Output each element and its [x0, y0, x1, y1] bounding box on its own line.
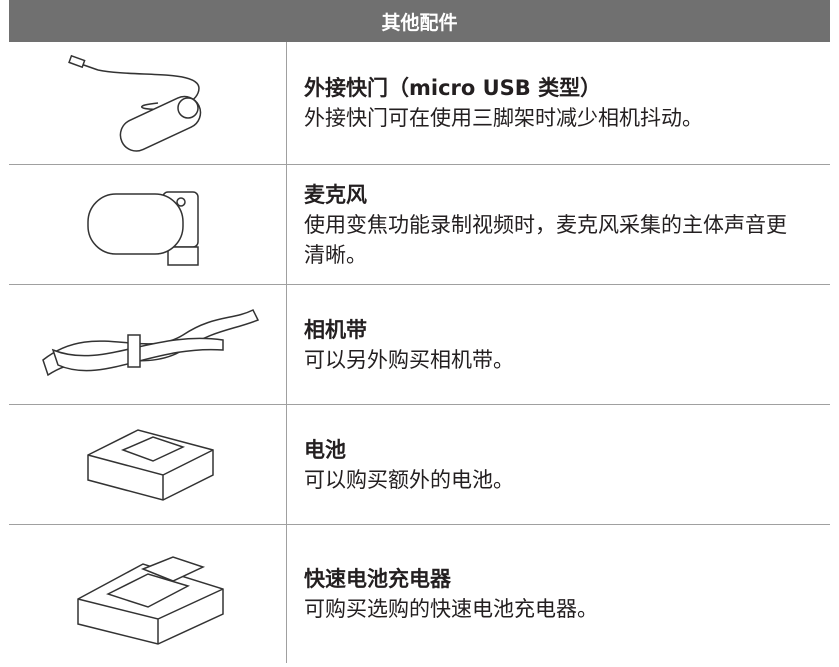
item-name: 麦克风	[304, 182, 367, 207]
battery-icon	[86, 428, 214, 501]
image-cell	[9, 405, 287, 524]
table-row: 相机带 可以另外购买相机带。	[9, 285, 830, 405]
charger-icon	[76, 556, 224, 645]
text-cell: 相机带 可以另外购买相机带。	[287, 285, 804, 404]
text-cell: 麦克风 使用变焦功能录制视频时，麦克风采集的主体声音更清晰。	[287, 165, 804, 284]
image-cell	[9, 285, 287, 404]
item-name: 外接快门（micro USB 类型）	[304, 76, 602, 100]
item-description: 可以另外购买相机带。	[304, 347, 514, 372]
text-cell: 快速电池充电器 可购买选购的快速电池充电器。	[287, 525, 804, 663]
table-header: 其他配件	[9, 0, 830, 42]
item-name: 电池	[304, 437, 346, 462]
table-row: 快速电池充电器 可购买选购的快速电池充电器。	[9, 525, 830, 663]
image-cell	[9, 42, 287, 164]
microphone-icon	[86, 191, 199, 266]
text-cell: 电池 可以购买额外的电池。	[287, 405, 804, 524]
item-description: 可以购买额外的电池。	[304, 467, 514, 492]
image-cell	[9, 525, 287, 663]
item-description: 可购买选购的快速电池充电器。	[304, 597, 598, 621]
table-row: 外接快门（micro USB 类型） 外接快门可在使用三脚架时减少相机抖动。	[9, 42, 830, 165]
strap-icon	[41, 308, 259, 376]
table-row: 麦克风 使用变焦功能录制视频时，麦克风采集的主体声音更清晰。	[9, 165, 830, 285]
item-name: 快速电池充电器	[304, 567, 451, 591]
table-row: 电池 可以购买额外的电池。	[9, 405, 830, 525]
item-description: 使用变焦功能录制视频时，麦克风采集的主体声音更清晰。	[304, 212, 787, 267]
image-cell	[9, 165, 287, 284]
item-description: 外接快门可在使用三脚架时减少相机抖动。	[304, 106, 703, 130]
remote-shutter-icon	[67, 54, 201, 152]
item-name: 相机带	[304, 317, 367, 342]
text-cell: 外接快门（micro USB 类型） 外接快门可在使用三脚架时减少相机抖动。	[287, 42, 804, 164]
